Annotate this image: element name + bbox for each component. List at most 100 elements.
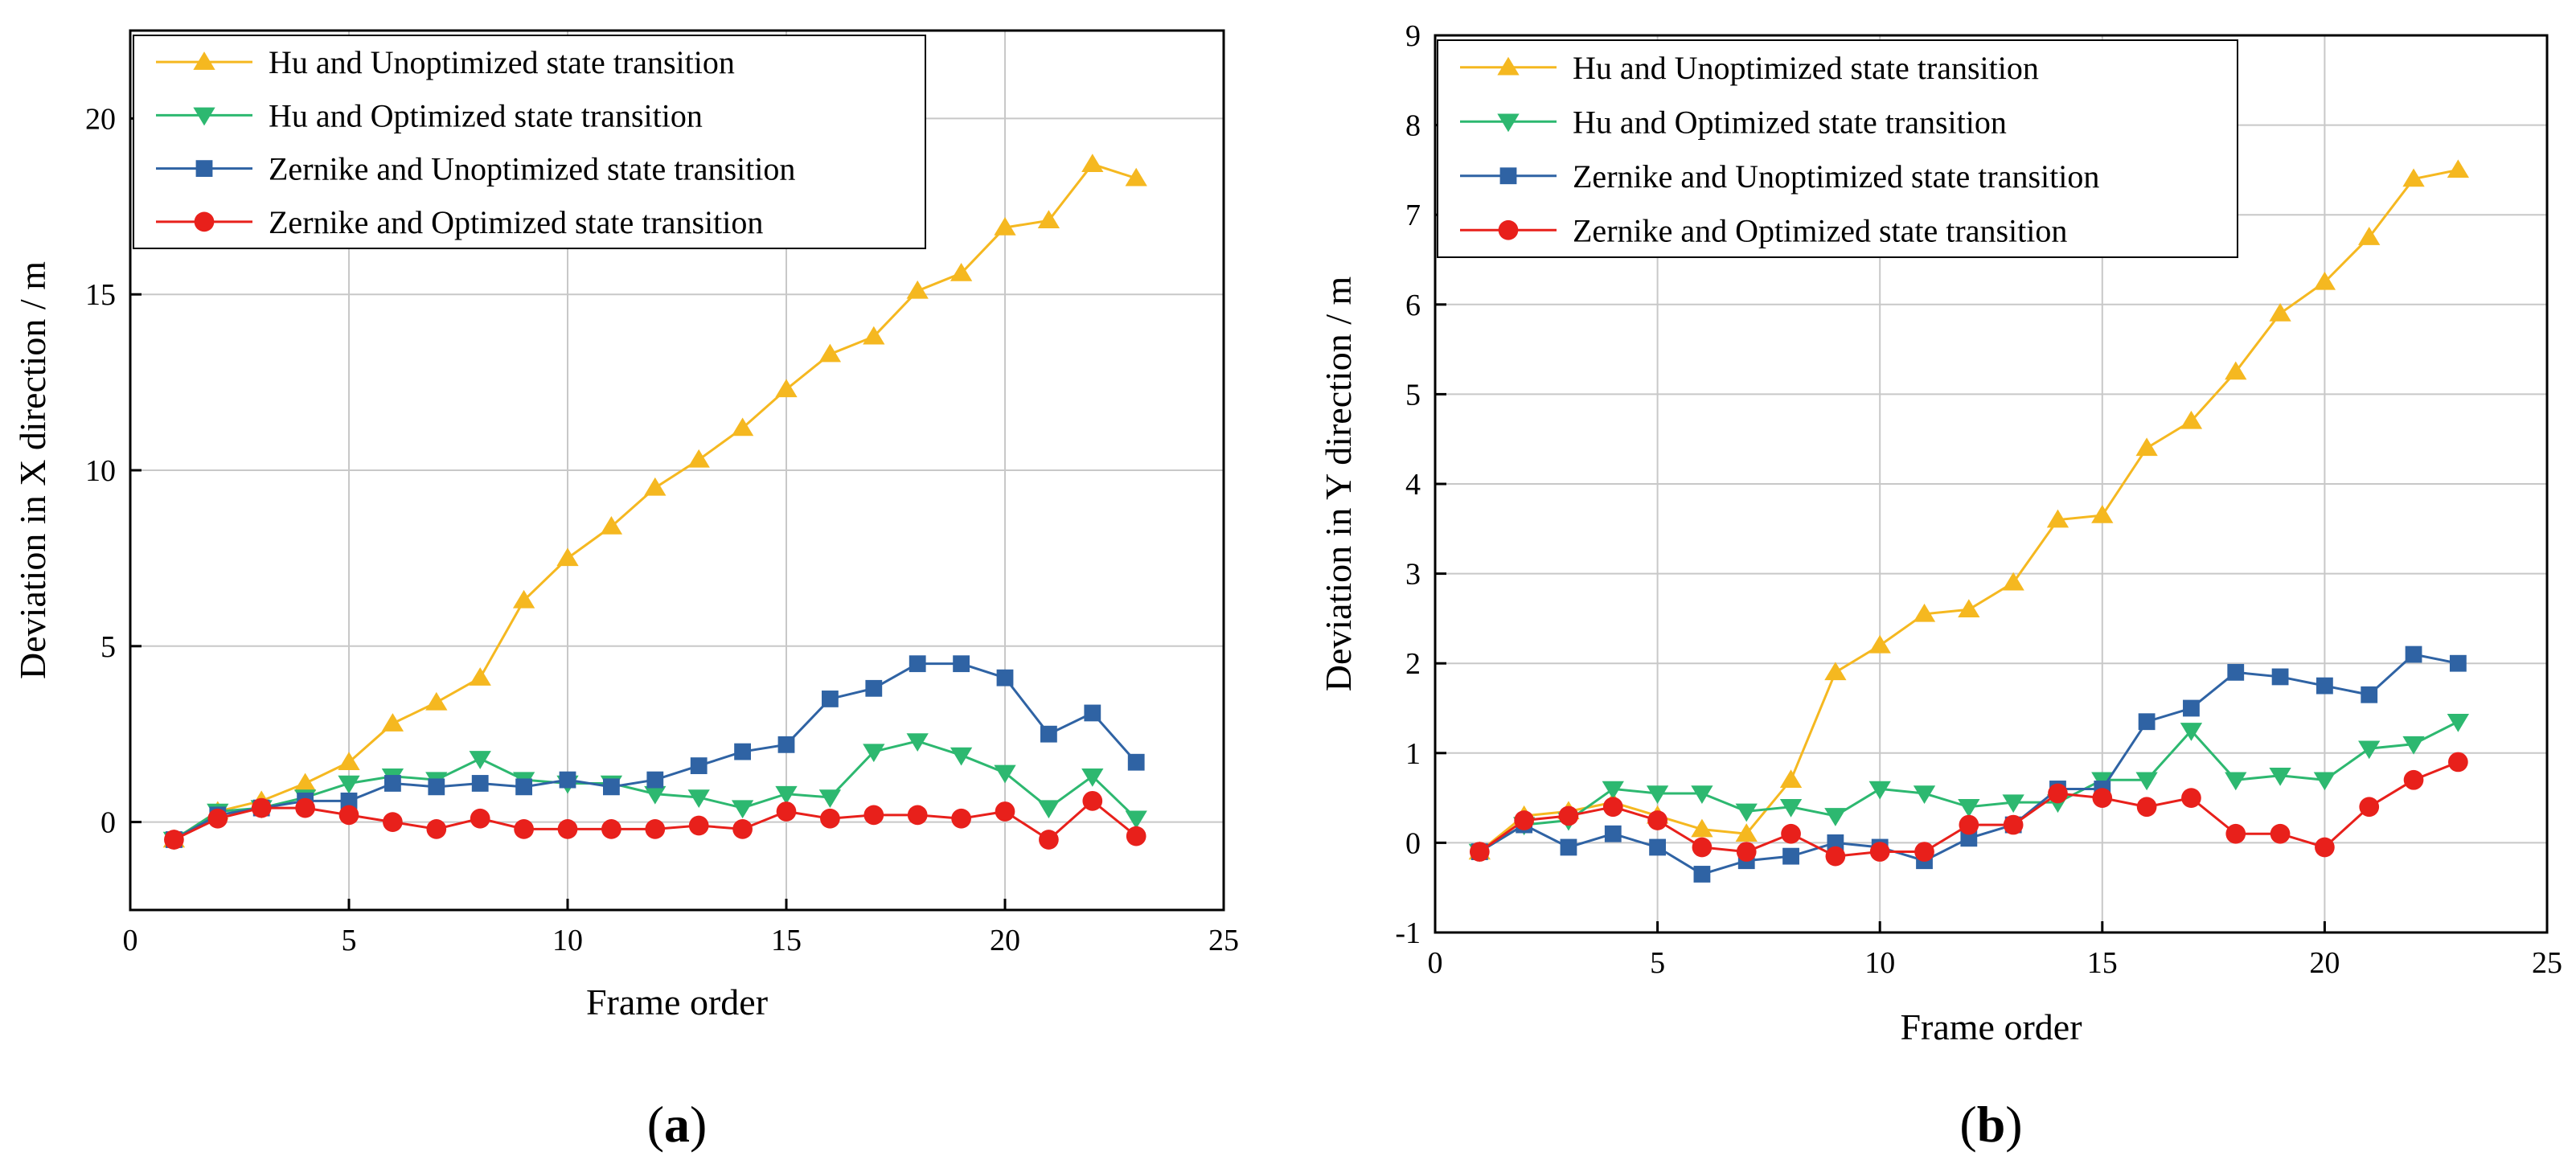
data-point-a-0-9 xyxy=(556,547,579,567)
data-point-a-0-6 xyxy=(425,691,448,711)
legend-marker-a-2 xyxy=(195,160,213,178)
data-point-b-2-19 xyxy=(2316,677,2333,695)
data-point-a-0-3 xyxy=(293,773,317,792)
panel-label-b-letter: b xyxy=(1977,1096,2006,1153)
data-point-a-3-20 xyxy=(1039,830,1059,850)
data-point-b-3-12 xyxy=(2003,814,2024,835)
data-point-b-3-3 xyxy=(1602,797,1623,818)
y-tick-label-b-8: 7 xyxy=(1405,199,1421,232)
data-point-a-2-8 xyxy=(515,778,532,796)
legend-marker-b-0 xyxy=(1497,56,1520,76)
y-tick-label-a-3: 15 xyxy=(85,278,116,312)
data-point-b-0-13 xyxy=(2046,509,2069,528)
data-point-a-0-5 xyxy=(381,713,404,732)
data-point-a-3-10 xyxy=(601,819,621,839)
data-point-b-0-16 xyxy=(2180,410,2203,429)
legend-label-a-3: Zernike and Optimized state transition xyxy=(269,204,763,240)
data-point-a-1-12 xyxy=(687,789,710,808)
data-point-b-2-3 xyxy=(1604,825,1622,842)
data-point-b-0-17 xyxy=(2225,361,2247,380)
x-tick-label-a-3: 15 xyxy=(771,924,802,957)
data-point-b-1-18 xyxy=(2269,767,2291,786)
data-point-b-3-16 xyxy=(2181,788,2201,808)
y-tick-label-a-4: 20 xyxy=(85,102,116,136)
legend-label-a-0: Hu and Unoptimized state transition xyxy=(269,44,735,80)
data-point-a-2-11 xyxy=(646,771,664,789)
data-point-a-1-4 xyxy=(338,775,360,794)
data-point-b-1-11 xyxy=(1958,799,1980,818)
x-axis-title-a: Frame order xyxy=(586,982,768,1023)
data-point-a-2-13 xyxy=(734,743,751,760)
data-point-a-0-11 xyxy=(644,477,667,496)
x-tick-label-b-5: 25 xyxy=(2532,946,2562,980)
data-point-a-0-20 xyxy=(1037,210,1060,229)
data-point-a-0-16 xyxy=(863,326,885,345)
data-point-a-0-13 xyxy=(731,417,754,436)
data-point-b-1-3 xyxy=(1602,781,1624,800)
legend-marker-a-3 xyxy=(194,211,215,232)
y-axis-title-a: Deviation in X direction / m xyxy=(12,261,53,679)
data-point-a-1-22 xyxy=(1125,810,1147,830)
data-point-a-1-20 xyxy=(1037,800,1060,819)
data-point-a-3-22 xyxy=(1126,826,1146,846)
y-tick-label-b-3: 2 xyxy=(1405,647,1421,681)
data-point-b-1-22 xyxy=(2447,713,2470,732)
data-point-b-2-11 xyxy=(1960,830,1978,847)
data-point-a-1-16 xyxy=(863,744,885,763)
data-point-a-2-4 xyxy=(340,792,358,809)
x-tick-label-b-3: 15 xyxy=(2087,946,2118,980)
data-point-b-1-4 xyxy=(1646,785,1669,805)
data-point-a-0-10 xyxy=(600,516,623,535)
legend-box-b xyxy=(1437,39,2238,258)
legend-label-b-2: Zernike and Unoptimized state transition xyxy=(1573,158,2099,195)
x-tick-label-a-4: 20 xyxy=(990,924,1020,957)
data-point-a-1-14 xyxy=(775,785,798,805)
data-point-a-3-8 xyxy=(514,819,534,839)
data-point-b-2-2 xyxy=(1560,838,1577,856)
data-point-a-0-12 xyxy=(687,449,710,468)
data-point-b-1-6 xyxy=(1735,803,1758,822)
y-tick-label-b-10: 9 xyxy=(1405,19,1421,53)
data-point-a-0-15 xyxy=(818,343,842,363)
data-point-b-1-19 xyxy=(2313,772,2336,791)
data-point-a-1-11 xyxy=(644,785,667,805)
data-point-b-0-11 xyxy=(1958,599,1980,617)
data-point-a-3-16 xyxy=(863,805,884,826)
data-point-a-2-22 xyxy=(1127,753,1145,771)
legend-label-a-2: Zernike and Unoptimized state transition xyxy=(269,151,795,187)
data-point-a-0-8 xyxy=(512,589,535,609)
legend-label-b-3: Zernike and Optimized state transition xyxy=(1573,212,2067,248)
data-point-b-1-21 xyxy=(2402,736,2425,755)
data-point-a-2-5 xyxy=(384,775,401,792)
y-tick-label-b-7: 6 xyxy=(1405,289,1421,322)
data-point-b-2-7 xyxy=(1782,847,1799,865)
data-point-b-0-18 xyxy=(2269,302,2291,322)
data-point-b-3-0 xyxy=(1469,842,1490,862)
y-tick-label-b-9: 8 xyxy=(1405,109,1421,143)
data-point-a-2-21 xyxy=(1084,704,1101,722)
data-point-b-0-14 xyxy=(2091,505,2114,523)
x-tick-label-a-1: 5 xyxy=(342,924,357,957)
data-point-b-0-12 xyxy=(2002,572,2024,591)
data-point-a-3-21 xyxy=(1082,790,1103,811)
data-point-a-0-22 xyxy=(1125,167,1147,186)
data-point-b-2-21 xyxy=(2405,646,2422,663)
legend-label-b-1: Hu and Optimized state transition xyxy=(1573,104,2007,140)
data-point-b-2-18 xyxy=(2271,668,2289,686)
y-tick-label-a-2: 10 xyxy=(85,454,116,488)
data-point-a-2-20 xyxy=(1040,725,1057,743)
legend-label-a-1: Hu and Optimized state transition xyxy=(269,97,703,133)
data-point-a-3-7 xyxy=(470,808,490,829)
data-point-b-2-15 xyxy=(2138,713,2156,731)
series-line-b-0 xyxy=(1479,168,2459,853)
data-point-b-1-8 xyxy=(1824,808,1847,826)
data-point-b-0-8 xyxy=(1824,662,1847,681)
legend-b: Hu and Unoptimized state transition Hu an… xyxy=(1437,39,2238,258)
data-point-a-2-15 xyxy=(822,691,839,707)
data-point-a-2-19 xyxy=(996,669,1014,687)
x-tick-label-b-4: 20 xyxy=(2309,946,2340,980)
data-point-a-3-4 xyxy=(338,805,359,826)
x-axis-title-b: Frame order xyxy=(1900,1006,2082,1047)
data-point-b-3-1 xyxy=(1514,810,1534,830)
